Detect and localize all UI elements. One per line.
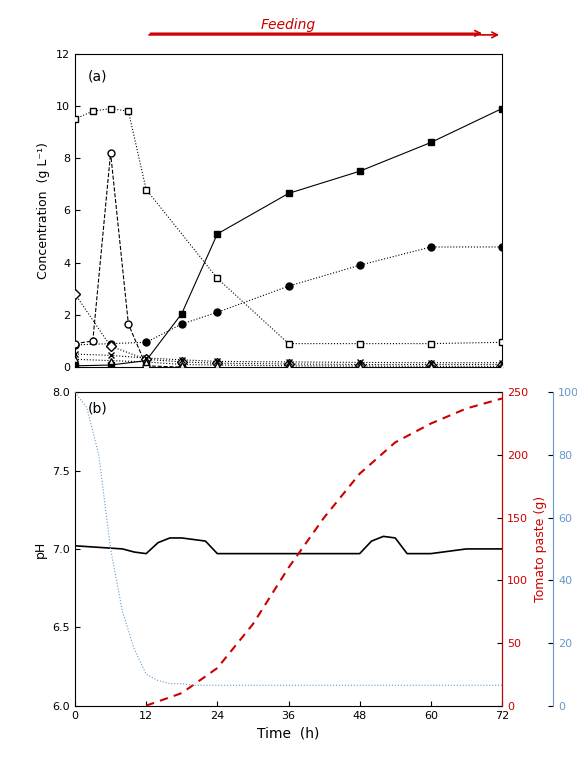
- Text: (b): (b): [88, 402, 107, 416]
- Text: Feeding: Feeding: [261, 18, 316, 31]
- Y-axis label: Tomato paste (g): Tomato paste (g): [534, 495, 546, 602]
- Y-axis label: Concentration  (g L⁻¹): Concentration (g L⁻¹): [38, 142, 50, 279]
- Text: (a): (a): [88, 69, 107, 84]
- X-axis label: Time  (h): Time (h): [257, 726, 320, 740]
- Y-axis label: pH: pH: [34, 540, 47, 558]
